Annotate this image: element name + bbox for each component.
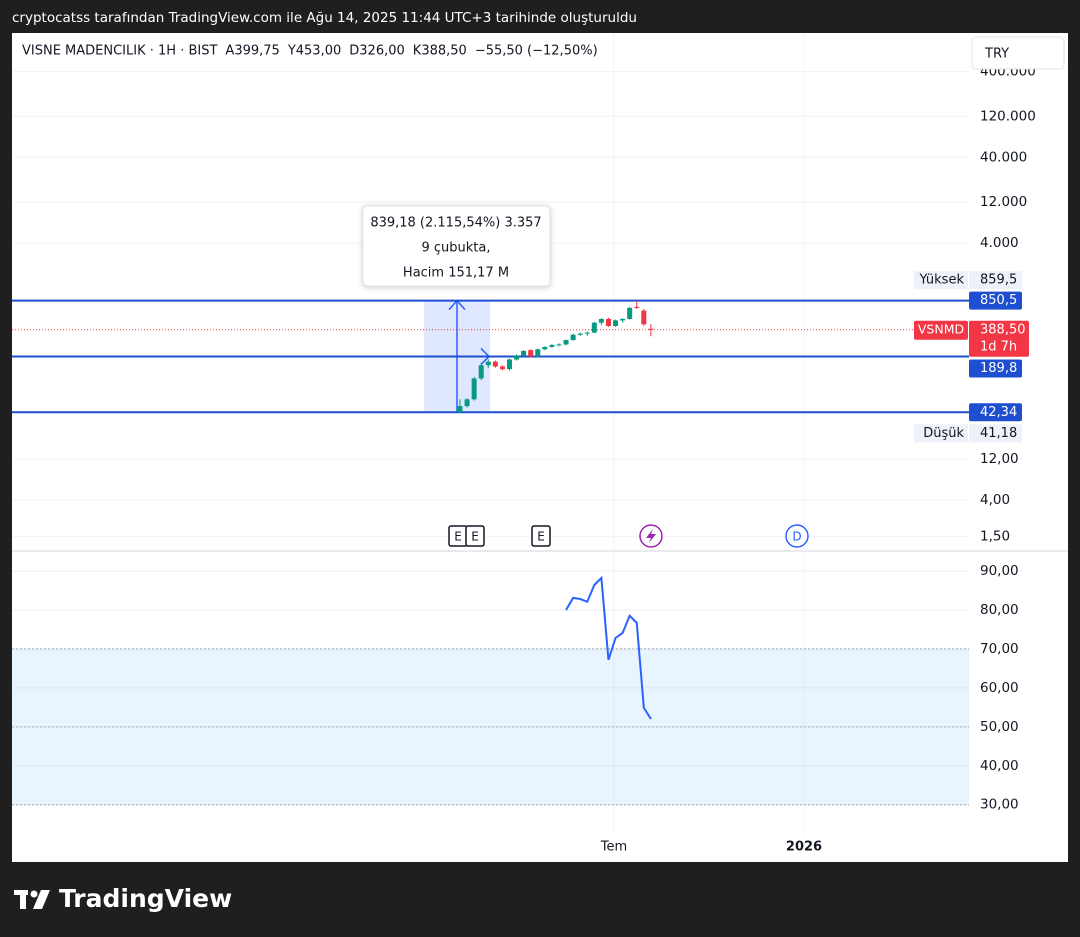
legend-text: K [413,44,422,59]
marker-value: 859,5 [980,273,1017,288]
price-label: 42,34 [980,405,1017,420]
last-price-countdown: 1d 7h [980,339,1017,354]
y-tick-label: 1,50 [980,529,1010,545]
marker-box [969,271,1022,290]
symbol-label: VSNMD [918,321,964,336]
y-tick-label: 30,00 [980,797,1019,813]
candle-body [556,344,562,346]
candle-body [620,318,626,321]
price-label-box [969,291,1022,310]
candle-body [457,406,463,413]
legend-text: −55,50 (−12,50%) [475,44,598,59]
currency[interactable]: TRY [984,47,1009,62]
candle-body [591,322,597,333]
candle-body [584,332,590,334]
legend-text: A [225,44,234,59]
marker-name: Yüksek [918,273,964,288]
measure-text: 839,18 (2.115,54%) 3.357 [370,216,541,231]
measure-tooltip [362,205,551,287]
candle-body [485,361,491,366]
candle-body [506,359,512,370]
legend-text: 388,50 [421,44,467,59]
event-icon [646,529,656,543]
marker-name-box [914,271,968,290]
price-label: 850,5 [980,293,1017,308]
layer: VISNE MADENCILIK · 1H · BIST A 399,75 Y 453,… [12,33,1036,855]
currency-button[interactable] [971,36,1065,70]
y-tick-label: 4.000 [980,235,1019,251]
symbol-box [914,320,968,340]
marker-value: 41,18 [980,426,1017,441]
y-tick-label: 120.000 [980,108,1036,124]
candle-body [648,328,654,330]
brand: TradingView [59,884,232,913]
rsi-line [565,575,652,720]
event-label: E [471,530,479,544]
candle-body [499,366,505,370]
legend-text: VISNE MADENCILIK · 1H · BIST [22,44,217,59]
time-label: 2026 [786,840,822,855]
legend-text: 453,00 [296,44,342,59]
marker-box [969,424,1022,443]
logo-shape [33,890,50,909]
y-tick-label: 4,00 [980,492,1010,508]
event-label: E [537,530,545,544]
y-tick-label: 90,00 [980,563,1019,579]
y-tick-label: 12.000 [980,194,1027,210]
measure-text: Hacim 151,17 M [403,266,509,281]
candle-body [563,340,569,345]
candle-body [634,306,640,308]
legend-text: 399,75 [234,44,280,59]
logo-shape [30,890,38,898]
candle-body [542,346,548,350]
candle-body [478,365,484,379]
candle-body [549,345,555,347]
price-label: 189,8 [980,361,1017,376]
candle-body [464,399,470,407]
y-tick-label: 60,00 [980,680,1019,696]
candle-body [577,333,583,335]
legend-text: 326,00 [359,44,405,59]
event-label: E [454,530,462,544]
candle-body [641,310,647,325]
marker-name: Düşük [923,426,964,441]
candle-body [528,350,534,357]
y-tick-label: 40.000 [980,149,1027,165]
event-label: D [792,530,801,544]
time-label: Tem [600,840,627,855]
logo-shape [20,890,26,909]
candle-body [521,350,527,356]
candle-body [627,307,633,319]
y-tick-label: 50,00 [980,719,1019,735]
y-tick-label: 70,00 [980,641,1019,657]
y-tick-label: 12,00 [980,451,1019,467]
measure-text: 9 çubukta, [421,241,490,256]
price-label-box [969,403,1022,422]
legend-text: Y [287,44,296,59]
candle-body [598,318,604,323]
chart-area [12,33,1068,862]
candle-body [535,349,541,357]
y-tick-label: 40,00 [980,758,1019,774]
event-icon [465,525,485,547]
candle-body [570,334,576,341]
candle-body [613,320,619,327]
event-icon [531,525,551,547]
legend-text: D [349,44,359,59]
candle-body [514,355,520,360]
last-price-label: 388,50 [980,322,1026,337]
price-label-box [969,359,1022,378]
candle-body [492,361,498,367]
y-tick-label: 80,00 [980,602,1019,618]
last-price-box [969,320,1029,357]
event-icon [785,524,809,548]
candle-body [471,378,477,400]
candle-body [605,318,611,327]
header: cryptocatss tarafından TradingView.com i… [12,10,637,26]
marker-name-box [914,424,968,443]
logo [14,890,50,909]
